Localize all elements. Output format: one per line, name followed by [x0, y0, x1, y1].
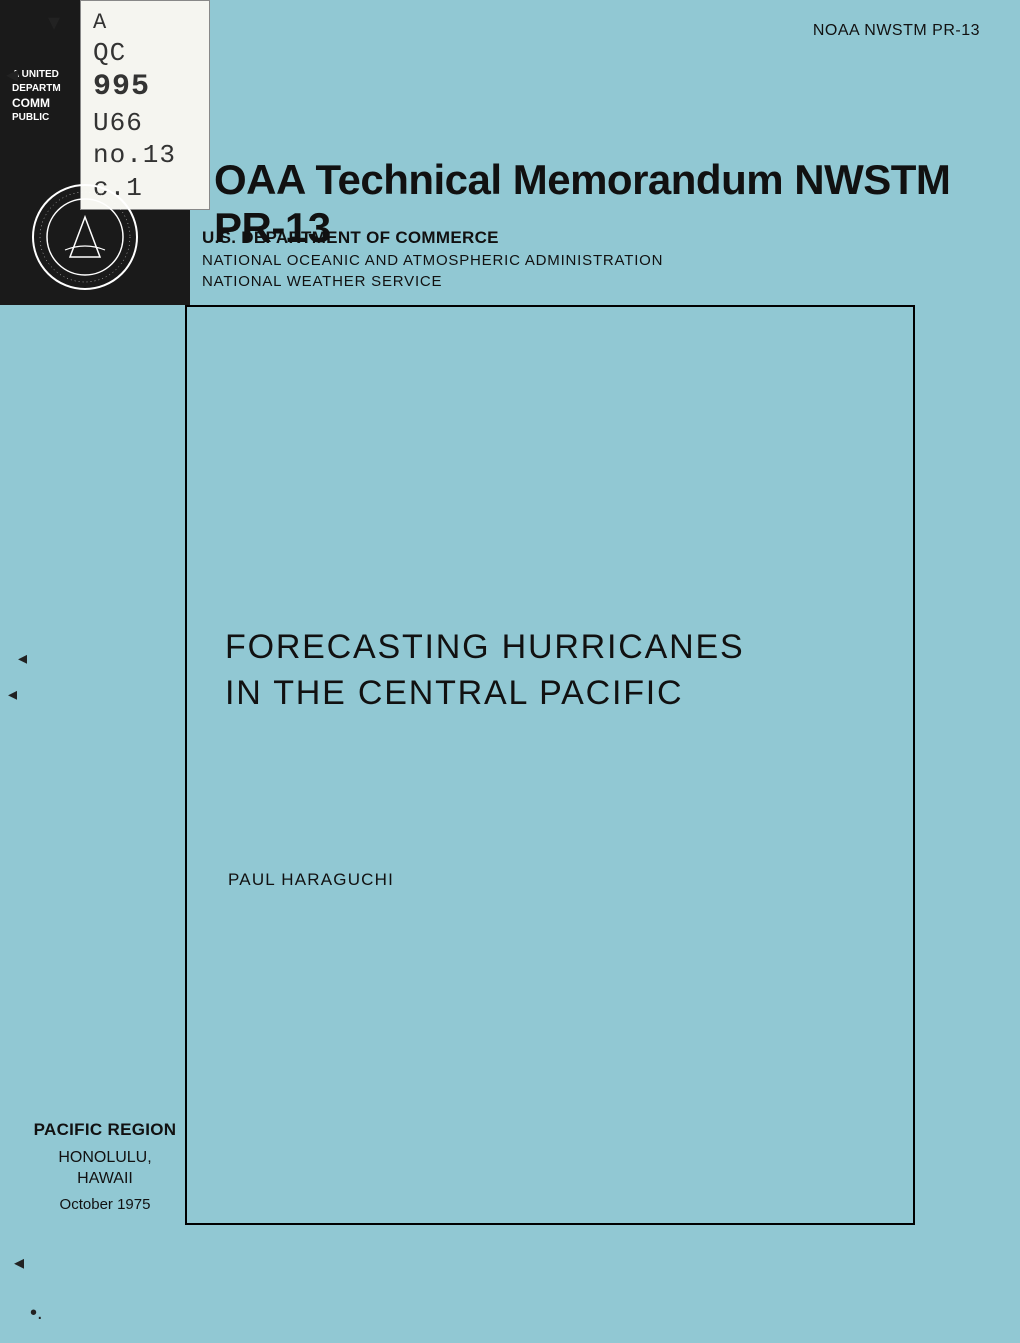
strip-line: DEPARTM	[12, 82, 84, 96]
region-city: HONOLULU,	[30, 1148, 180, 1169]
library-call-number-label: A QC 995 U66 no.13 c.1	[80, 0, 210, 210]
region-name: PACIFIC REGION	[30, 1120, 180, 1140]
region-publication-block: PACIFIC REGION HONOLULU, HAWAII October …	[30, 1120, 180, 1213]
call-number-line: U66	[93, 107, 197, 140]
publication-date: October 1975	[30, 1196, 180, 1213]
agency-line-1: U.S. DEPARTMENT OF COMMERCE	[202, 228, 663, 248]
author-name: PAUL HARAGUCHI	[228, 870, 394, 890]
call-number-line: 995	[93, 69, 197, 107]
title-frame-border	[185, 305, 915, 1225]
report-title-line-1: FORECASTING HURRICANES	[225, 625, 744, 671]
document-id-header: NOAA NWSTM PR-13	[813, 22, 980, 40]
commerce-seal-icon	[30, 182, 140, 292]
scan-artifact: •.	[30, 1302, 43, 1325]
scan-artifact: ◂	[6, 60, 18, 89]
strip-line: PUBLIC	[12, 111, 84, 125]
scan-artifact: ▾	[48, 8, 60, 37]
strip-line: A UNITED	[12, 68, 84, 82]
call-number-line: A	[93, 9, 197, 37]
scan-artifact: ◂	[8, 684, 17, 705]
report-title: FORECASTING HURRICANES IN THE CENTRAL PA…	[225, 625, 744, 717]
agency-line-2: NATIONAL OCEANIC AND ATMOSPHERIC ADMINIS…	[202, 250, 663, 271]
scan-artifact: ◂	[18, 648, 27, 669]
strip-line: COMM	[12, 95, 84, 111]
report-title-line-2: IN THE CENTRAL PACIFIC	[225, 671, 744, 717]
partial-seal-text: A UNITED DEPARTM COMM PUBLIC	[12, 68, 84, 125]
region-state: HAWAII	[30, 1169, 180, 1190]
agency-block: U.S. DEPARTMENT OF COMMERCE NATIONAL OCE…	[202, 228, 663, 292]
scan-artifact: ◂	[14, 1250, 24, 1275]
call-number-line: QC	[93, 37, 197, 70]
agency-line-3: NATIONAL WEATHER SERVICE	[202, 271, 663, 292]
call-number-line: no.13	[93, 139, 197, 172]
